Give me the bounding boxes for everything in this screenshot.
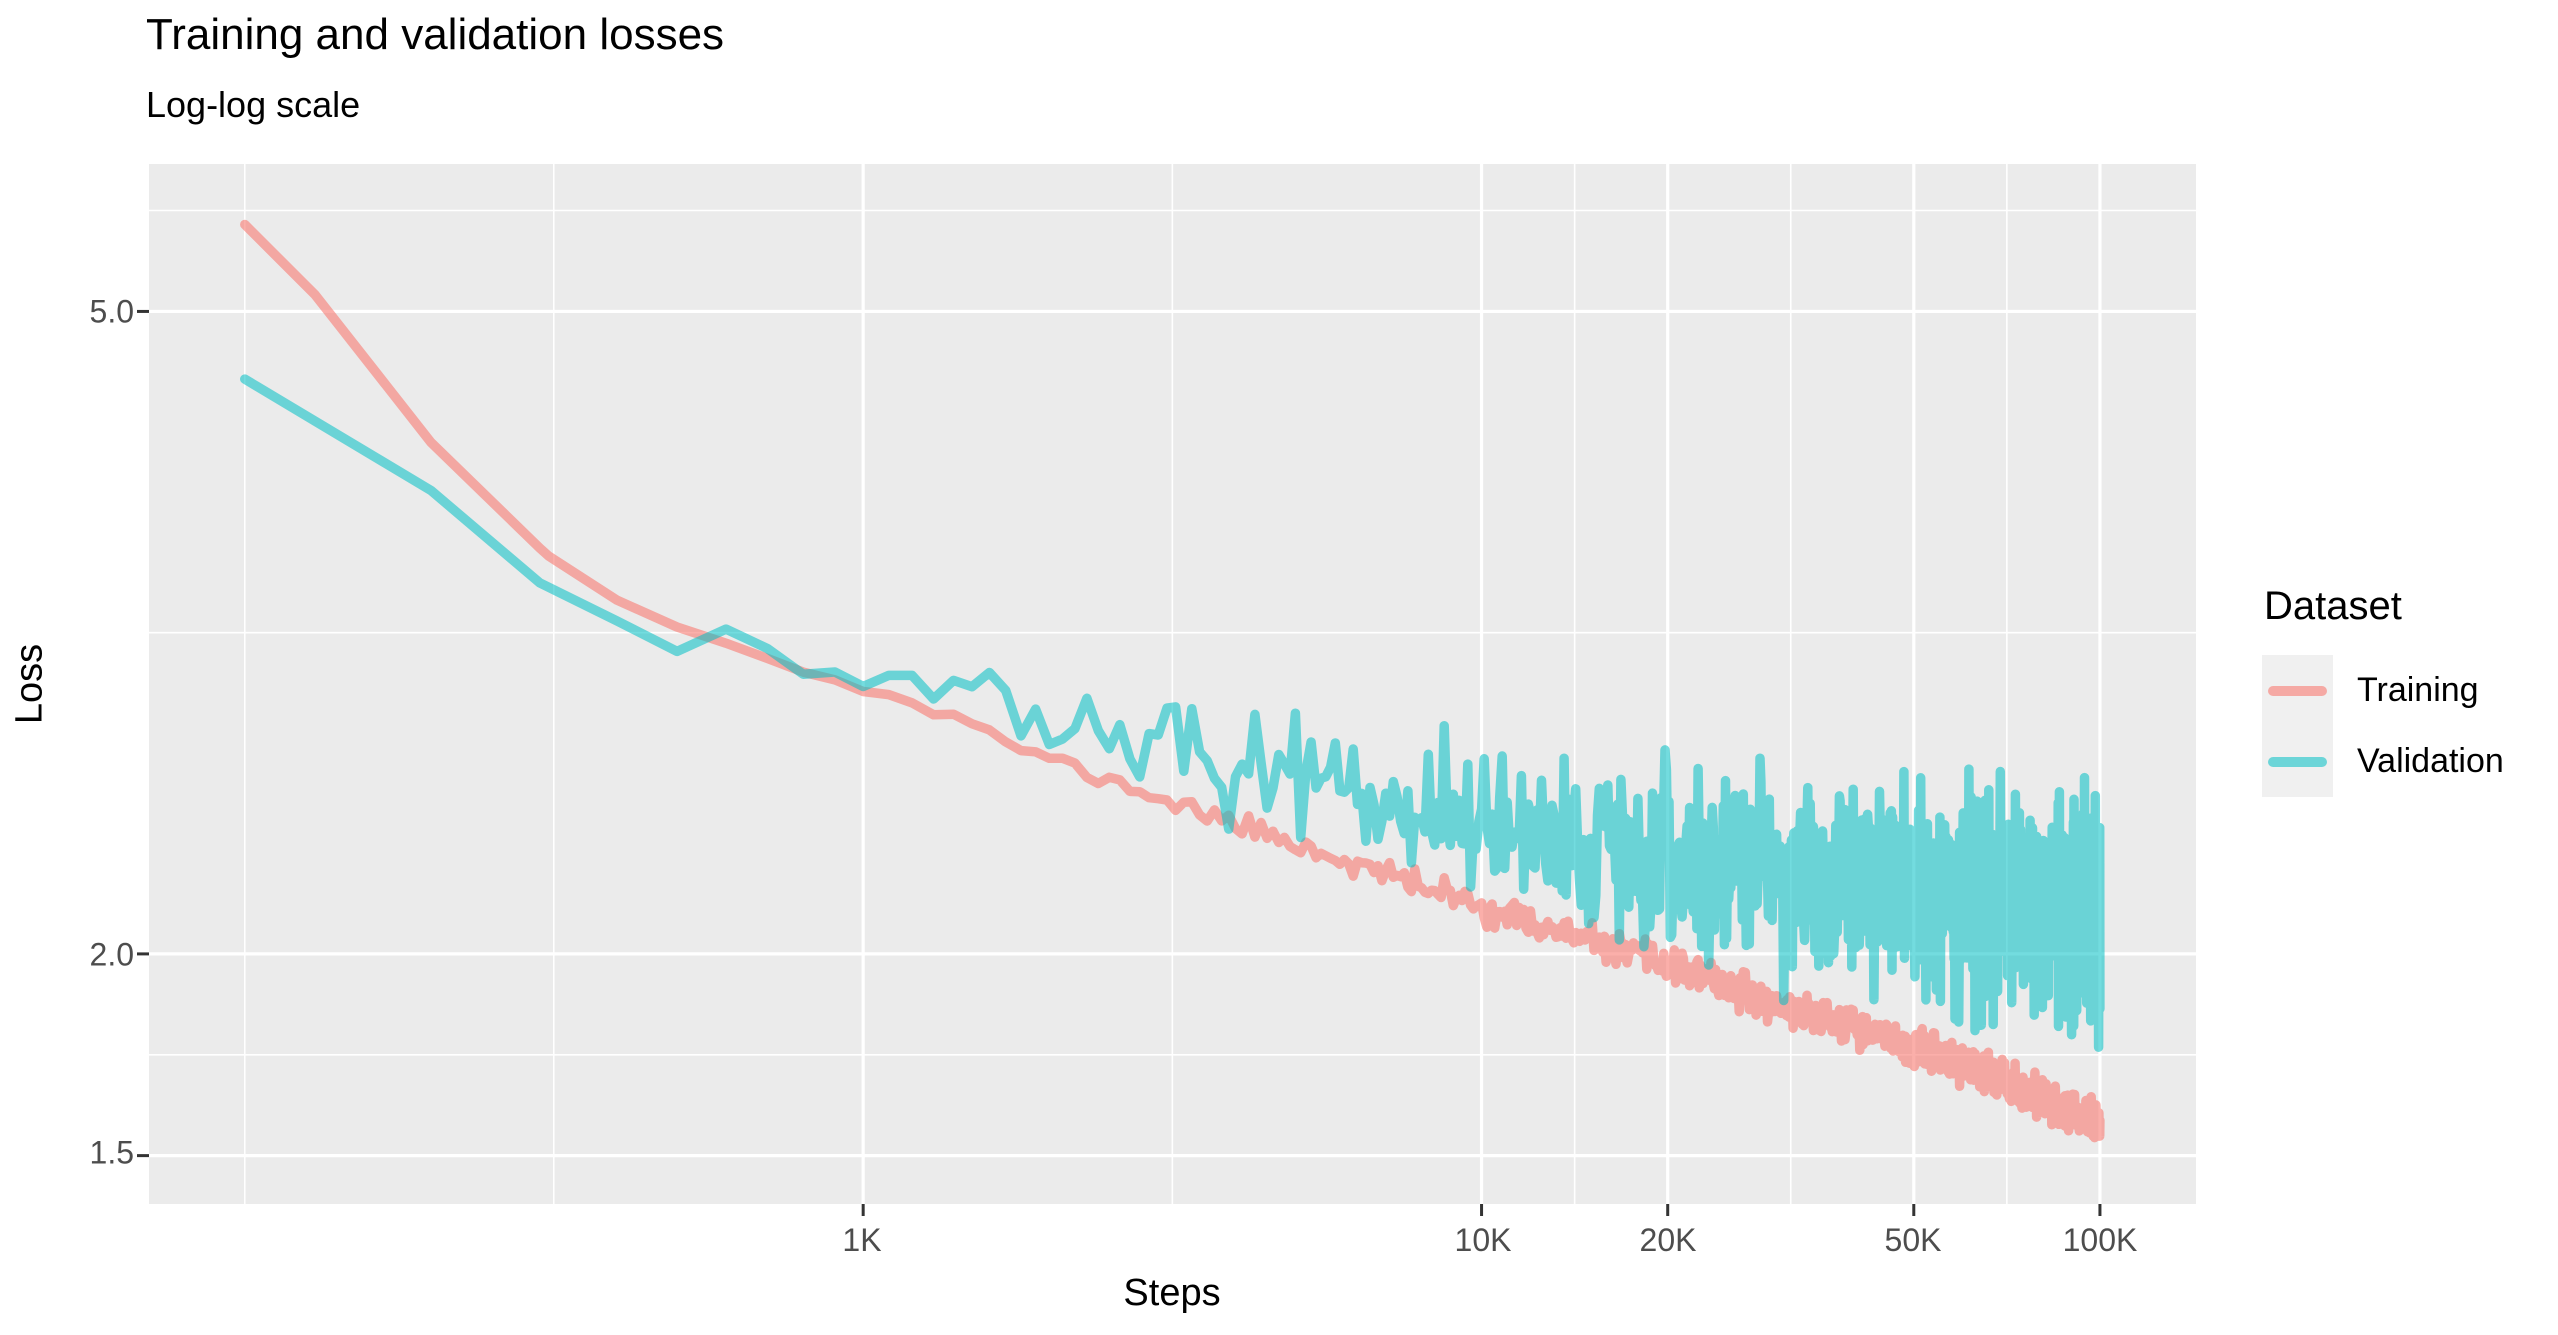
plot-title: Training and validation losses bbox=[146, 10, 725, 59]
legend-label-training: Training bbox=[2357, 671, 2479, 709]
validation-line-swatch bbox=[2268, 756, 2327, 767]
legend-title: Dataset bbox=[2264, 584, 2402, 628]
x-tick-label-20k: 20K bbox=[1639, 1222, 1697, 1258]
x-tick-label-1k: 1K bbox=[842, 1222, 882, 1258]
x-axis-title: Steps bbox=[1123, 1272, 1221, 1314]
legend-label-validation: Validation bbox=[2357, 742, 2504, 780]
legend-entry-validation: Validation bbox=[2262, 726, 2552, 797]
training-loss-curve bbox=[240, 219, 2105, 1143]
x-tick-label-100k: 100K bbox=[2062, 1222, 2138, 1258]
validation-loss-curve bbox=[240, 374, 2105, 1052]
x-tick-label-10k: 10K bbox=[1454, 1222, 1512, 1258]
y-tick-label-2: 2.0 bbox=[89, 936, 134, 973]
y-tick-label-1-5: 1.5 bbox=[89, 1134, 134, 1171]
legend: Dataset Training Validation bbox=[2262, 584, 2552, 797]
legend-key-validation bbox=[2262, 726, 2333, 797]
plot-subtitle: Log-log scale bbox=[146, 84, 361, 125]
legend-entry-training: Training bbox=[2262, 655, 2552, 726]
y-tick-label-5: 5.0 bbox=[89, 293, 134, 330]
x-tick-label-50k: 50K bbox=[1884, 1222, 1942, 1258]
training-line-swatch bbox=[2268, 685, 2327, 696]
y-axis-title: Loss bbox=[8, 643, 51, 725]
legend-key-training bbox=[2262, 655, 2333, 726]
